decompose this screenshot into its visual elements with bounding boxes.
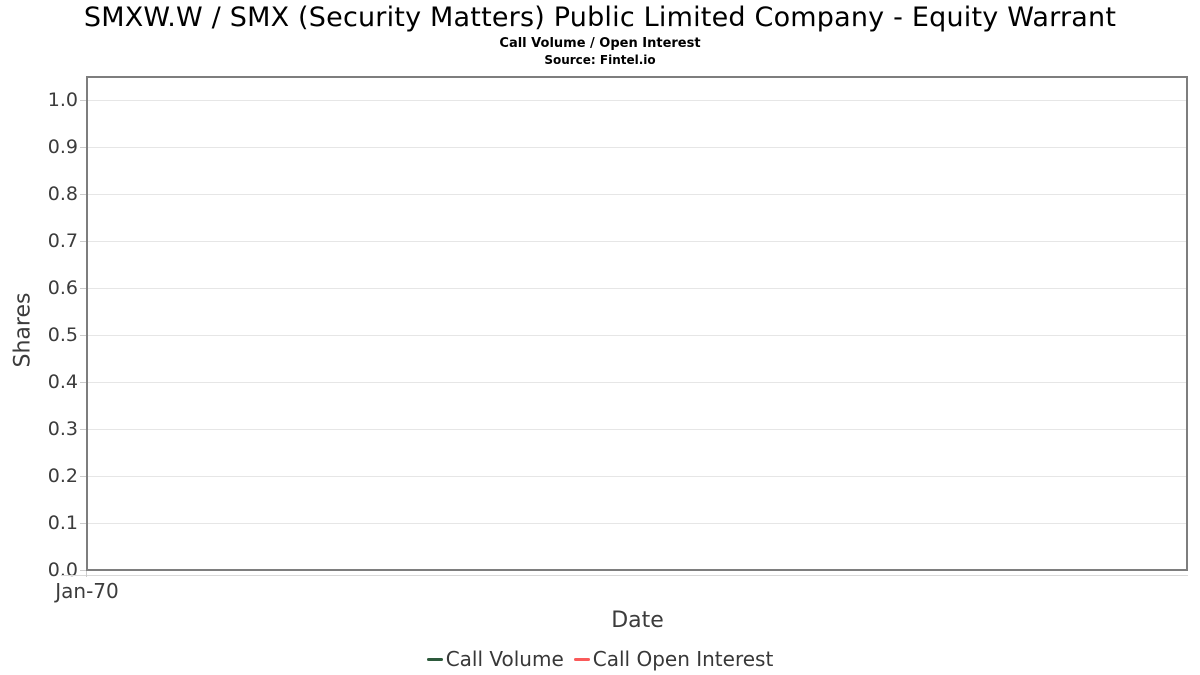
- chart-subtitle: Call Volume / Open Interest: [499, 36, 701, 51]
- y-gridline: [88, 382, 1186, 383]
- y-tick-label: 0.4: [47, 371, 78, 393]
- y-tick-mark: [80, 429, 86, 430]
- legend-item-call-volume[interactable]: Call Volume: [426, 647, 564, 671]
- y-tick-label: 0.2: [47, 465, 78, 487]
- y-tick-mark: [80, 100, 86, 101]
- y-gridline: [88, 147, 1186, 148]
- y-tick-mark: [80, 523, 86, 524]
- y-gridline: [88, 241, 1186, 242]
- y-tick-label: 0.1: [47, 512, 78, 534]
- y-tick-label: 0.8: [47, 183, 78, 205]
- y-tick-label: 0.3: [47, 418, 78, 440]
- y-tick-label: 0.5: [47, 324, 78, 346]
- y-gridline: [88, 429, 1186, 430]
- y-gridline: [88, 100, 1186, 101]
- chart-source-label: Source: Fintel.io: [544, 53, 656, 67]
- y-tick-label: 0.0: [47, 559, 78, 581]
- y-gridline: [88, 288, 1186, 289]
- legend-label: Call Open Interest: [592, 647, 774, 671]
- legend: Call Volume Call Open Interest: [0, 647, 1200, 671]
- x-tick-label: Jan-70: [55, 579, 119, 603]
- x-tick-mark: [86, 571, 87, 577]
- y-tick-label: 0.6: [47, 277, 78, 299]
- legend-line-icon: [573, 657, 590, 661]
- y-tick-mark: [80, 476, 86, 477]
- y-gridline: [88, 194, 1186, 195]
- y-tick-label: 0.9: [47, 136, 78, 158]
- legend-line-icon: [426, 657, 443, 661]
- y-tick-mark: [80, 335, 86, 336]
- chart-title: SMXW.W / SMX (Security Matters) Public L…: [83, 2, 1117, 33]
- y-tick-mark: [80, 241, 86, 242]
- y-tick-mark: [80, 147, 86, 148]
- plot-area: [86, 76, 1188, 571]
- y-gridline: [88, 523, 1186, 524]
- legend-item-call-open-interest[interactable]: Call Open Interest: [573, 647, 774, 671]
- y-axis-title: Shares: [10, 292, 36, 368]
- y-gridline: [88, 335, 1186, 336]
- x-axis-line: [61, 575, 1188, 576]
- y-tick-label: 1.0: [47, 89, 78, 111]
- legend-label: Call Volume: [445, 647, 564, 671]
- y-tick-label: 0.7: [47, 230, 78, 252]
- y-tick-mark: [80, 288, 86, 289]
- y-tick-mark: [80, 194, 86, 195]
- y-tick-mark: [80, 570, 86, 571]
- y-tick-mark: [80, 382, 86, 383]
- x-axis-title: Date: [611, 608, 664, 633]
- y-gridline: [88, 476, 1186, 477]
